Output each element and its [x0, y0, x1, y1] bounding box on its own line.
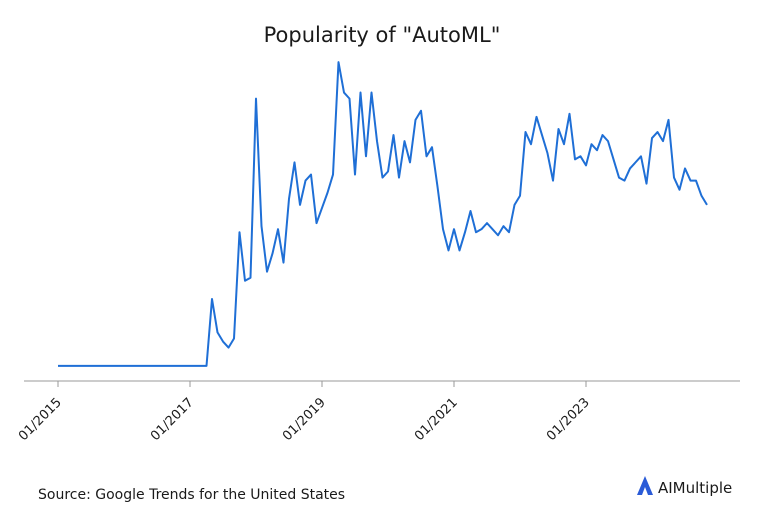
logo-icon — [637, 476, 653, 495]
x-tick-label: 01/2023 — [544, 395, 593, 444]
x-tick-label: 01/2021 — [412, 395, 461, 444]
trend-line — [58, 61, 708, 367]
x-tick-label: 01/2015 — [16, 395, 65, 444]
chart-title: Popularity of "AutoML" — [264, 23, 501, 47]
x-tick-label: 01/2017 — [148, 395, 197, 444]
source-note: Source: Google Trends for the United Sta… — [38, 487, 345, 503]
x-tick-label: 01/2019 — [280, 395, 329, 444]
brand-name: AIMultiple — [658, 479, 732, 497]
brand-logo: AIMultiple — [637, 476, 732, 497]
